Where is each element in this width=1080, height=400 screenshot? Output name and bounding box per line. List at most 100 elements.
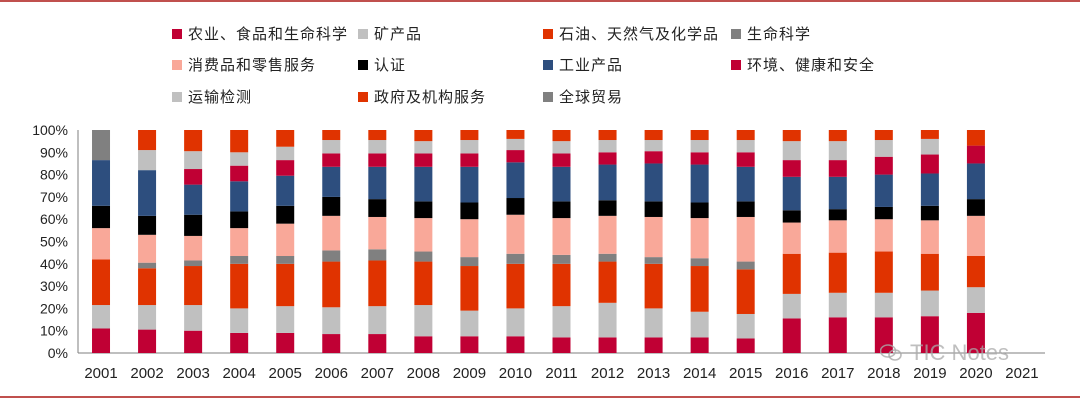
bar-segment: [276, 205, 295, 224]
legend-swatch: [543, 59, 553, 70]
legend-swatch: [543, 91, 553, 102]
bar-segment: [460, 140, 479, 154]
bar-segment: [276, 175, 295, 206]
x-tick-label: 2009: [453, 365, 486, 382]
wechat-icon: [880, 344, 902, 361]
bar-segment: [276, 130, 295, 147]
x-tick-label: 2018: [867, 365, 900, 382]
top-rule: [0, 0, 1080, 2]
x-tick-label: 2021: [1005, 365, 1038, 382]
legend-label: 工业产品: [559, 56, 624, 74]
bar-segment: [414, 305, 433, 337]
bar-segment: [782, 130, 801, 142]
bar-segment: [736, 130, 755, 141]
bar-segment: [276, 256, 295, 264]
bar-segment: [644, 130, 663, 141]
bar-segment: [230, 181, 249, 212]
bar-segment: [690, 164, 709, 203]
bar-segment: [736, 216, 755, 262]
bar-segment: [506, 162, 525, 199]
bar-segment: [874, 206, 893, 220]
bar-segment: [874, 156, 893, 175]
bar-segment: [322, 166, 341, 197]
bar-segment: [736, 269, 755, 314]
bar-segment: [506, 336, 525, 353]
legend-label: 全球贸易: [559, 88, 624, 106]
x-tick-label: 2017: [821, 365, 854, 382]
bar-segment: [552, 201, 571, 219]
bar-segment: [230, 308, 249, 333]
y-tick-label: 60%: [40, 211, 68, 227]
bar-segment: [920, 173, 939, 206]
bar-segment: [368, 334, 387, 353]
bar-segment: [782, 176, 801, 211]
x-tick-label: 2002: [130, 365, 163, 382]
bar-segment: [368, 260, 387, 307]
x-tick-label: 2012: [591, 365, 624, 382]
x-tick-label: 2007: [361, 365, 394, 382]
bar-segment: [552, 218, 571, 255]
bar-segment: [736, 166, 755, 202]
bar-segment: [920, 253, 939, 291]
bar-segment: [138, 170, 157, 216]
bar-segment: [414, 166, 433, 202]
watermark: TIC Notes: [880, 340, 1009, 366]
bar-segment: [368, 216, 387, 250]
bar-segment: [230, 228, 249, 256]
x-tick-label: 2011: [545, 365, 577, 382]
x-tick-label: 2003: [176, 365, 209, 382]
bar-segment: [874, 130, 893, 141]
bar-segment: [184, 266, 203, 306]
legend-label: 农业、食品和生命科学: [188, 25, 349, 43]
legend-label: 运输检测: [188, 88, 253, 106]
bar-segment: [874, 317, 893, 353]
x-tick-label: 2019: [913, 365, 946, 382]
bar-segment: [414, 130, 433, 142]
bar-segment: [782, 160, 801, 177]
bar-segment: [736, 140, 755, 153]
y-tick-label: 100%: [32, 122, 68, 138]
bar-segment: [920, 316, 939, 353]
bar-segment: [368, 249, 387, 261]
bottom-rule: [0, 396, 1080, 398]
bar-segment: [644, 151, 663, 164]
y-tick-label: 70%: [40, 189, 68, 205]
bar-segment: [690, 258, 709, 267]
bar-segment: [874, 140, 893, 157]
bar-segment: [690, 152, 709, 165]
bar-segment: [460, 202, 479, 220]
bar-segment: [184, 260, 203, 267]
bar-segment: [736, 313, 755, 339]
bar-segment: [552, 306, 571, 338]
legend-swatch: [172, 91, 182, 102]
bar-segment: [782, 222, 801, 254]
bar-segment: [644, 337, 663, 353]
legend-swatch: [731, 59, 741, 70]
bar-segment: [368, 306, 387, 335]
bar-segment: [736, 261, 755, 270]
bar-segment: [690, 337, 709, 353]
legend-item: 政府及机构服务: [358, 86, 486, 107]
bar-segment: [874, 174, 893, 207]
bar-segment: [138, 268, 157, 306]
legend-item: 认证: [358, 54, 406, 75]
bar-segment: [690, 140, 709, 153]
bar-segment: [506, 253, 525, 264]
bar-segment: [414, 141, 433, 154]
bar-segment: [598, 261, 617, 303]
bar-segment: [184, 305, 203, 331]
bar-segment: [322, 261, 341, 308]
legend-item: 运输检测: [172, 86, 252, 107]
bar-segment: [368, 199, 387, 217]
bar-segment: [644, 216, 663, 258]
bar-segment: [368, 130, 387, 141]
legend-item: 消费品和零售服务: [172, 54, 316, 75]
bar-segment: [92, 205, 111, 229]
bar-segment: [322, 140, 341, 154]
bar-segment: [782, 293, 801, 319]
x-tick-label: 2010: [499, 365, 532, 382]
bar-segment: [598, 200, 617, 216]
y-tick-label: 90%: [40, 144, 68, 160]
legend-item: 环境、健康和安全: [731, 54, 875, 75]
bar-segment: [368, 140, 387, 154]
